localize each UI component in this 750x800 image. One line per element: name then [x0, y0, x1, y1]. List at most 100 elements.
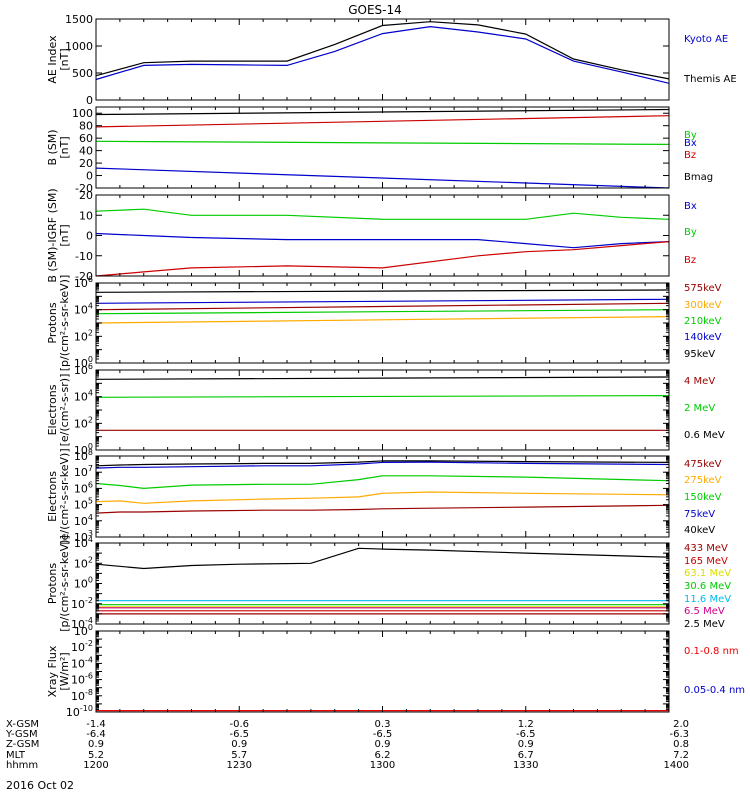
- legend-label: 95keV: [684, 349, 715, 360]
- y-tick-label: 104: [74, 535, 93, 550]
- orbit-value: -6.5: [229, 729, 249, 740]
- y-tick-label: 10-4: [71, 655, 93, 670]
- orbit-value: 0.9: [375, 739, 391, 750]
- series-line-1-1: [95, 25, 670, 84]
- y-tick-label: 100: [74, 623, 93, 638]
- y-tick-base: 10: [66, 706, 80, 719]
- y-axis-label: Xray Flux[W/m²]: [46, 645, 71, 697]
- y-tick-label: 100: [74, 442, 93, 457]
- y-tick-label: 1000: [65, 40, 93, 53]
- orbit-value: 2.0: [673, 719, 689, 730]
- y-tick-label: 0: [86, 170, 93, 183]
- y-axis-label-line: Xray Flux: [46, 645, 59, 697]
- orbit-value: 1230: [227, 760, 252, 771]
- series-line-4-2: [95, 316, 670, 324]
- orbit-value: 0.8: [673, 739, 689, 750]
- date-label: 2016 Oct 02: [6, 779, 74, 792]
- panel-6: 475keV275keV150keV75keV40keV103104105106…: [46, 448, 722, 545]
- y-tick-label: 102: [74, 328, 93, 343]
- panel-frame: [95, 194, 670, 277]
- legend-label: 0.6 MeV: [684, 430, 725, 441]
- legend-label: 0.05-0.4 nm: [684, 685, 745, 696]
- panel-frame: [95, 282, 670, 364]
- y-tick-label: 106: [74, 480, 93, 495]
- y-tick-exponent: 8: [88, 448, 93, 457]
- legend-label: 2.5 MeV: [684, 619, 725, 630]
- legend-label: Bz: [684, 150, 696, 161]
- legend-label: 275keV: [684, 475, 722, 486]
- y-tick-base: 10: [74, 482, 88, 495]
- panel-frame: [95, 18, 670, 101]
- y-tick-exponent: 3: [88, 529, 93, 538]
- legend-label: Bz: [684, 255, 696, 266]
- y-tick-label: 104: [74, 389, 93, 404]
- y-tick-label: 108: [74, 448, 93, 463]
- y-axis-label-line: Protons: [46, 563, 59, 604]
- panel-4: 575keV300keV210keV140keV95keV10010210410…: [46, 275, 722, 372]
- y-axis-label-line: Protons: [46, 302, 59, 343]
- y-tick-base: 10: [74, 450, 88, 463]
- orbit-value: -1.4: [86, 719, 106, 730]
- y-tick-label: 10-8: [71, 688, 93, 703]
- y-tick-label: -20: [75, 270, 93, 283]
- legend-label: Bx: [684, 201, 697, 212]
- orbit-value: 1300: [370, 760, 395, 771]
- orbit-value: 1200: [83, 760, 108, 771]
- series-line-4-1: [95, 302, 670, 311]
- y-tick-label: 60: [79, 132, 93, 145]
- y-tick-exponent: -6: [85, 672, 93, 681]
- y-tick-base: 10: [74, 417, 88, 430]
- legend-label: 63.1 MeV: [684, 568, 731, 579]
- y-tick-exponent: 4: [88, 535, 93, 544]
- orbit-value: -6.5: [373, 729, 393, 740]
- y-tick-label: 100: [74, 576, 93, 591]
- y-tick-exponent: -4: [85, 655, 93, 664]
- legend-label: 30.6 MeV: [684, 581, 731, 592]
- y-tick-base: 10: [71, 641, 85, 654]
- orbit-value: 6.2: [375, 750, 391, 761]
- y-tick-base: 10: [71, 598, 85, 611]
- legend-label: 0.1-0.8 nm: [684, 646, 739, 657]
- series-line-1-2: [95, 21, 670, 80]
- legend-label: 75keV: [684, 509, 715, 520]
- y-tick-base: 10: [74, 466, 88, 479]
- panel-frame: [95, 106, 670, 189]
- legend-label: Kyoto AE: [684, 34, 728, 45]
- y-tick-label: 0: [86, 230, 93, 243]
- y-tick-label: 104: [74, 513, 93, 528]
- series-line-3-1: [95, 232, 670, 249]
- legend-label: 140keV: [684, 332, 722, 343]
- y-tick-label: 10-6: [71, 672, 93, 687]
- orbit-value: 1330: [513, 760, 538, 771]
- series-line-4-3: [95, 309, 670, 315]
- legend-label: Bmag: [684, 172, 713, 183]
- y-axis-label-line: [nT]: [58, 48, 71, 70]
- legend-label: 575keV: [684, 283, 722, 294]
- series-line-5-2: [95, 395, 670, 398]
- series-line-6-3: [95, 475, 670, 490]
- orbit-value: 7.2: [673, 750, 689, 761]
- y-axis-label: Protons[p/(cm²-s-sr-keV)]: [46, 275, 71, 372]
- y-tick-exponent: -8: [85, 688, 93, 697]
- panel-frame: [95, 630, 670, 713]
- orbit-value: 0.9: [231, 739, 247, 750]
- y-axis-label: Protons[p/(cm²-s-sr-keV)]: [46, 535, 71, 632]
- y-tick-label: -20: [75, 182, 93, 195]
- y-tick-base: 10: [74, 304, 88, 317]
- y-axis-label-line: [nT]: [58, 224, 71, 246]
- series-line-7-7: [95, 547, 670, 570]
- y-tick-exponent: 0: [88, 442, 93, 451]
- y-tick-exponent: 4: [88, 389, 93, 398]
- panel-1: Kyoto AE Themis AE 0 500 1000 1500 AE Index[nT…: [46, 13, 737, 107]
- legend-label: Themis AE: [683, 74, 737, 85]
- series-line-4-5: [95, 289, 670, 293]
- series-line-6-5: [95, 460, 670, 467]
- series-line-2-3: [95, 115, 670, 128]
- orbit-row-label: hhmm: [6, 760, 38, 771]
- orbit-row-label: MLT: [6, 750, 26, 761]
- y-tick-label: 103: [74, 529, 93, 544]
- y-tick-exponent: 2: [88, 328, 93, 337]
